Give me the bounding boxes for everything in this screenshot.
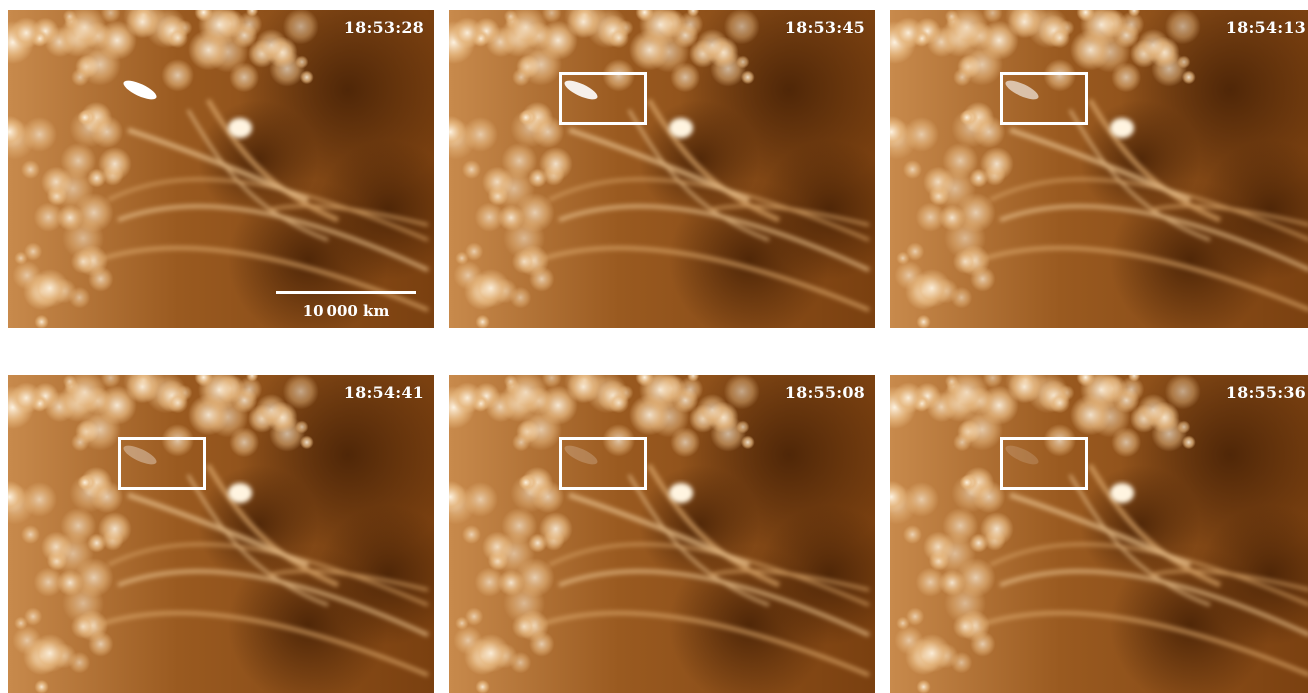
timestamp-label: 18:53:45 (784, 18, 865, 37)
scale-bar-label: 10 000 km (302, 302, 390, 320)
region-of-interest-box (1000, 437, 1088, 490)
solar-image-panel-1: 18:53:28 10 000 km (8, 10, 434, 328)
solar-texture-image (449, 375, 875, 693)
solar-image-panel-5: 18:55:08 (449, 375, 875, 693)
timestamp-label: 18:54:41 (343, 383, 424, 402)
solar-texture-image (890, 10, 1308, 328)
timestamp-label: 18:55:08 (784, 383, 865, 402)
solar-texture-image (8, 375, 434, 693)
region-of-interest-box (559, 437, 647, 490)
solar-image-panel-4: 18:54:41 (8, 375, 434, 693)
timestamp-label: 18:55:36 (1225, 383, 1306, 402)
region-of-interest-box (559, 72, 647, 125)
region-of-interest-box (1000, 72, 1088, 125)
solar-texture-image (890, 375, 1308, 693)
scale-bar (276, 291, 416, 294)
timestamp-label: 18:53:28 (343, 18, 424, 37)
solar-texture-image (8, 10, 434, 328)
solar-texture-image (449, 10, 875, 328)
solar-image-panel-3: 18:54:13 (890, 10, 1308, 328)
timestamp-label: 18:54:13 (1225, 18, 1306, 37)
solar-image-panel-2: 18:53:45 (449, 10, 875, 328)
solar-image-panel-6: 18:55:36 (890, 375, 1308, 693)
region-of-interest-box (118, 437, 206, 490)
